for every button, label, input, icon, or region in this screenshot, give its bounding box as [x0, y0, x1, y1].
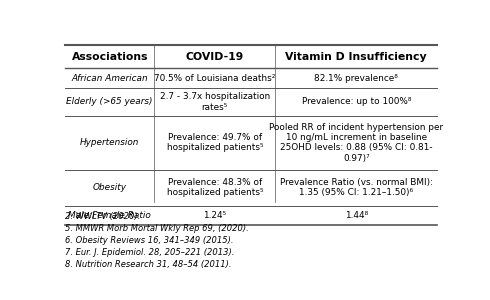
- Text: African American: African American: [72, 74, 148, 83]
- Text: Vitamin D Insufficiency: Vitamin D Insufficiency: [286, 52, 427, 62]
- Text: 5. MMWR Morb Mortal Wkly Rep 69, (2020).: 5. MMWR Morb Mortal Wkly Rep 69, (2020).: [65, 224, 249, 232]
- Text: 2. WWLTV (2020).: 2. WWLTV (2020).: [65, 212, 140, 220]
- Text: Male:Female Ratio: Male:Female Ratio: [68, 211, 151, 220]
- Text: Prevalence: 49.7% of
hospitalized patients⁵: Prevalence: 49.7% of hospitalized patien…: [167, 133, 263, 152]
- Text: Associations: Associations: [72, 52, 148, 62]
- Text: Prevalence: up to 100%⁸: Prevalence: up to 100%⁸: [301, 98, 411, 106]
- Text: Pooled RR of incident hypertension per
10 ng/mL increment in baseline
25OHD leve: Pooled RR of incident hypertension per 1…: [269, 123, 443, 163]
- Text: 7. Eur. J. Epidemiol. 28, 205–221 (2013).: 7. Eur. J. Epidemiol. 28, 205–221 (2013)…: [65, 248, 234, 256]
- Text: 2.7 - 3.7x hospitalization
rates⁵: 2.7 - 3.7x hospitalization rates⁵: [160, 92, 270, 112]
- Text: 1.44⁸: 1.44⁸: [344, 211, 368, 220]
- Text: Prevalence: 48.3% of
hospitalized patients⁵: Prevalence: 48.3% of hospitalized patien…: [167, 178, 263, 197]
- Text: Elderly (>65 years): Elderly (>65 years): [67, 98, 153, 106]
- Text: Obesity: Obesity: [93, 183, 127, 192]
- Text: 82.1% prevalence⁸: 82.1% prevalence⁸: [314, 74, 398, 83]
- Text: Hypertension: Hypertension: [80, 138, 139, 147]
- Text: 8. Nutrition Research 31, 48–54 (2011).: 8. Nutrition Research 31, 48–54 (2011).: [65, 260, 232, 268]
- Text: 6. Obesity Reviews 16, 341–349 (2015).: 6. Obesity Reviews 16, 341–349 (2015).: [65, 236, 234, 244]
- Text: Prevalence Ratio (vs. normal BMI):
1.35 (95% CI: 1.21–1.50)⁶: Prevalence Ratio (vs. normal BMI): 1.35 …: [280, 178, 433, 197]
- Text: 1.24⁵: 1.24⁵: [203, 211, 226, 220]
- Text: COVID-19: COVID-19: [186, 52, 244, 62]
- Text: 70.5% of Louisiana deaths²: 70.5% of Louisiana deaths²: [154, 74, 275, 83]
